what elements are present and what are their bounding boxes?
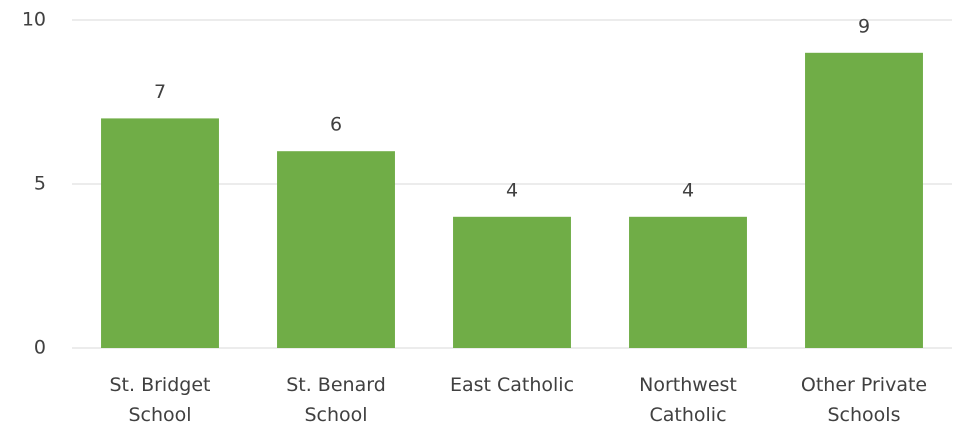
x-tick-label: Other Private Schools (800, 374, 928, 426)
data-label: 7 (154, 81, 166, 103)
y-tick-label: 0 (34, 337, 46, 359)
x-tick-label: St. Benard School (286, 374, 386, 426)
bar (629, 216, 747, 348)
data-label: 4 (682, 179, 694, 201)
bar (277, 151, 395, 348)
bar (101, 118, 219, 349)
bar (805, 52, 923, 349)
data-label: 9 (858, 15, 870, 37)
bar (453, 216, 571, 348)
data-label: 6 (330, 114, 342, 136)
x-tick-label: Northwest Catholic (639, 374, 737, 426)
data-label: 4 (506, 179, 518, 201)
x-tick-label: St. Bridget School (109, 374, 211, 426)
y-tick-label: 10 (22, 9, 46, 31)
x-tick-label: East Catholic (449, 374, 575, 396)
y-tick-label: 5 (34, 173, 46, 195)
